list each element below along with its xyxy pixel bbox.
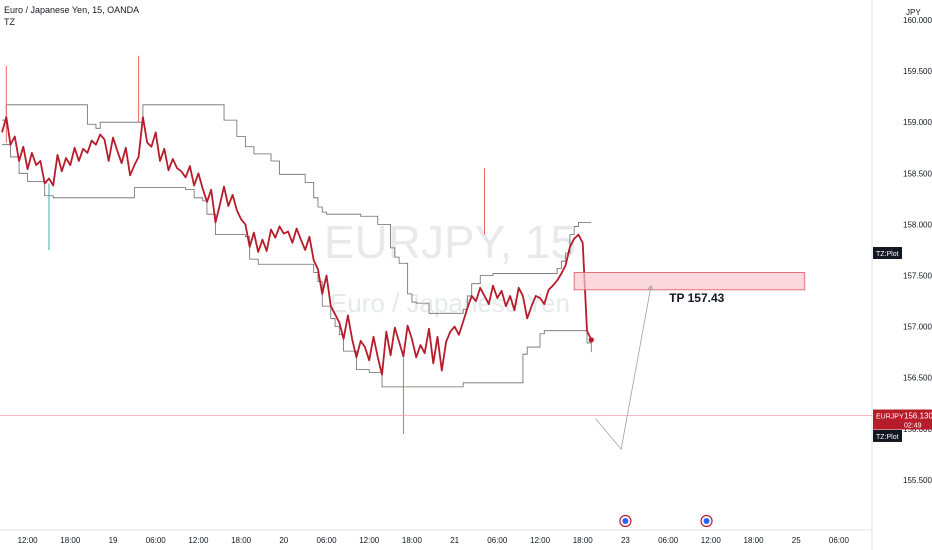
channel-upper-line[interactable]	[2, 104, 592, 314]
x-tick-label-19: 06:00	[829, 536, 850, 545]
channel-lower-line[interactable]	[2, 144, 592, 388]
x-tick-label-15: 06:00	[658, 536, 679, 545]
x-tick-label-16: 12:00	[701, 536, 722, 545]
price-badge-countdown: 02:49	[904, 423, 922, 430]
event-marker-2-inner	[703, 518, 710, 524]
tp-zone-rect[interactable]	[573, 272, 806, 291]
x-tick-label-14: 23	[621, 536, 630, 545]
y-tick-label-9: 160.000	[903, 16, 932, 25]
price-series-line[interactable]	[1, 116, 593, 376]
x-tick-label-6: 20	[279, 536, 288, 545]
last-price-dot[interactable]	[588, 337, 594, 343]
chart-legend: Euro / Japanese Yen, 15, OANDA TZ	[4, 4, 139, 28]
x-tick-label-12: 12:00	[530, 536, 551, 545]
y-tick-label-3: 157.000	[903, 323, 932, 332]
legend-symbol-line[interactable]: Euro / Japanese Yen, 15, OANDA	[4, 5, 140, 15]
x-tick-label-1: 18:00	[60, 536, 81, 545]
y-tick-label-6: 158.500	[903, 169, 932, 178]
x-tick-label-17: 18:00	[744, 536, 765, 545]
x-tick-label-9: 18:00	[402, 536, 423, 545]
x-tick-label-10: 21	[450, 536, 459, 545]
x-tick-label-11: 06:00	[487, 536, 508, 545]
tp-label[interactable]: TP 157.43	[669, 291, 724, 305]
price-badge-symbol: EURJPY	[876, 414, 904, 421]
plot-area[interactable]	[0, 0, 872, 530]
plot-badge-upper-label: TZ:Plot	[876, 251, 899, 258]
watermark-ticker: EURJPY, 15	[324, 216, 576, 268]
x-tick-label-7: 06:00	[317, 536, 338, 545]
projection-arrowhead	[647, 285, 653, 291]
event-marker-1-inner	[622, 518, 629, 524]
y-tick-label-8: 159.500	[903, 67, 932, 76]
y-tick-label-4: 157.500	[903, 272, 932, 281]
plot-badge-upper[interactable]	[873, 247, 902, 260]
y-tick-label-0: 155.500	[903, 476, 932, 485]
price-badge[interactable]	[873, 409, 932, 430]
projection-path[interactable]	[595, 285, 652, 451]
legend-indicator[interactable]: TZ	[4, 17, 15, 27]
x-tick-label-2: 19	[109, 536, 118, 545]
x-tick-label-0: 12:00	[18, 536, 39, 545]
x-tick-label-5: 18:00	[231, 536, 252, 545]
currency-label[interactable]: JPY	[906, 8, 921, 17]
y-tick-label-2: 156.500	[903, 374, 932, 383]
plot-badge-lower-label: TZ:Plot	[876, 434, 899, 441]
x-tick-label-3: 06:00	[146, 536, 167, 545]
plot-badge-lower[interactable]	[873, 429, 902, 442]
y-tick-label-5: 158.000	[903, 220, 932, 229]
x-tick-label-18: 25	[792, 536, 801, 545]
price-badge-price: 156.130	[904, 412, 932, 421]
x-tick-label-13: 18:00	[573, 536, 594, 545]
x-tick-label-4: 12:00	[188, 536, 209, 545]
y-tick-label-7: 159.000	[903, 118, 932, 127]
x-tick-label-8: 12:00	[359, 536, 380, 545]
